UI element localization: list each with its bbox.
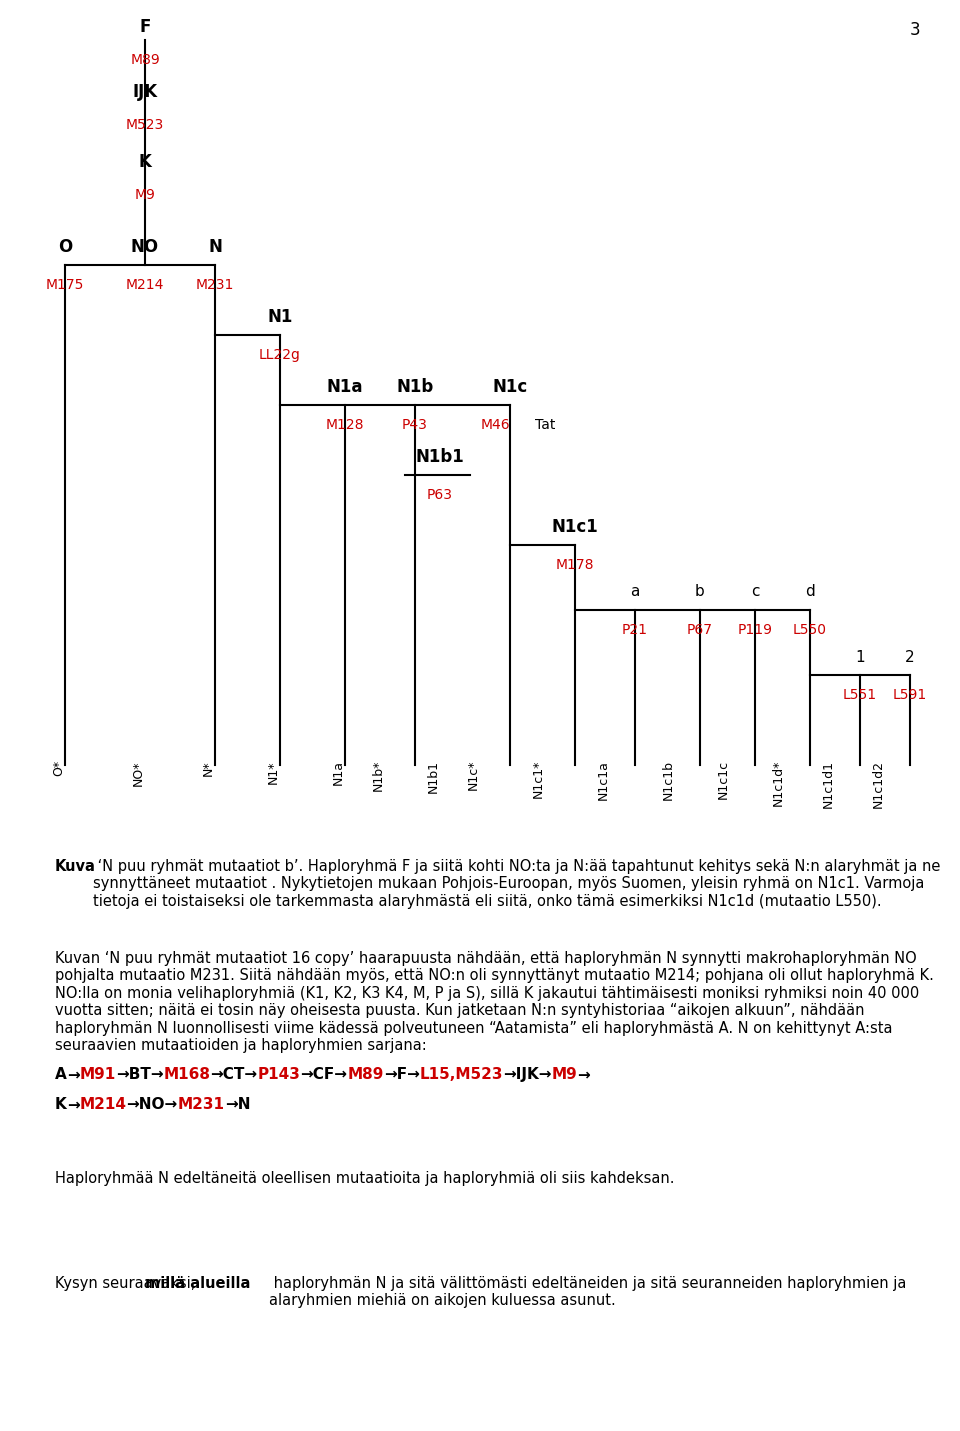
Text: N1*: N1* [267,760,280,784]
Text: a: a [631,584,639,600]
Text: →BT→: →BT→ [116,1068,163,1082]
Text: haploryhmän N ja sitä välittömästi edeltäneiden ja sitä seuranneiden haploryhmie: haploryhmän N ja sitä välittömästi edelt… [269,1276,906,1308]
Text: N1b1: N1b1 [416,448,465,467]
Text: N1b1: N1b1 [427,760,440,793]
Text: →CT→: →CT→ [210,1068,257,1082]
Text: N1b*: N1b* [372,760,385,791]
Text: Tat: Tat [535,418,555,432]
Text: M175: M175 [46,278,84,292]
Text: L551: L551 [843,688,877,703]
Text: Kuvan ‘N puu ryhmät mutaatiot 16 copy’ haarapuusta nähdään, että haploryhmän N s: Kuvan ‘N puu ryhmät mutaatiot 16 copy’ h… [55,952,934,1053]
Text: M9: M9 [134,187,156,202]
Text: M89: M89 [131,53,160,67]
Text: N*: N* [202,760,215,776]
Text: millä alueilla: millä alueilla [145,1276,251,1291]
Text: M46: M46 [480,418,510,432]
Text: M168: M168 [163,1068,210,1082]
Text: →CF→: →CF→ [300,1068,348,1082]
Text: Kysyn seuraavaksi,: Kysyn seuraavaksi, [55,1276,200,1291]
Text: N1c1d*: N1c1d* [772,760,785,807]
Text: O: O [58,238,72,256]
Text: M214: M214 [80,1098,127,1112]
Text: N1c: N1c [492,378,528,396]
Text: A: A [55,1068,67,1082]
Text: L550: L550 [793,622,827,637]
Text: L15,M523: L15,M523 [420,1068,503,1082]
Text: M91: M91 [80,1068,116,1082]
Text: N1a: N1a [332,760,345,786]
Text: M523: M523 [126,117,164,132]
Text: c: c [751,584,759,600]
Text: M178: M178 [556,558,594,572]
Text: N1c1b: N1c1b [662,760,675,800]
Text: P63: P63 [427,488,453,502]
Text: N1c1d2: N1c1d2 [872,760,885,809]
Text: Kuva: Kuva [55,859,96,874]
Text: LL22g: LL22g [259,348,300,362]
Text: ‘N puu ryhmät mutaatiot b’. Haploryhmä F ja siitä kohti NO:ta ja N:ää tapahtunut: ‘N puu ryhmät mutaatiot b’. Haploryhmä F… [93,859,941,909]
Text: P119: P119 [737,622,773,637]
Text: P43: P43 [402,418,428,432]
Text: 3: 3 [910,21,921,39]
Text: →: → [67,1068,80,1082]
Text: Haploryhmää N edeltäneitä oleellisen mutaatioita ja haploryhmiä oli siis kahdeks: Haploryhmää N edeltäneitä oleellisen mut… [55,1171,675,1186]
Text: IJK: IJK [132,83,157,102]
Text: L591: L591 [893,688,927,703]
Text: →: → [577,1068,590,1082]
Text: M9: M9 [552,1068,577,1082]
Text: NO: NO [131,238,159,256]
Text: NO*: NO* [132,760,145,786]
Text: M89: M89 [348,1068,384,1082]
Text: N1c1d1: N1c1d1 [822,760,835,809]
Text: d: d [805,584,815,600]
Text: →IJK→: →IJK→ [503,1068,552,1082]
Text: →NO→: →NO→ [127,1098,178,1112]
Text: N1c1*: N1c1* [532,760,545,798]
Text: K: K [55,1098,67,1112]
Text: N: N [208,238,222,256]
Text: M231: M231 [196,278,234,292]
Text: P67: P67 [687,622,713,637]
Text: P21: P21 [622,622,648,637]
Text: M231: M231 [178,1098,225,1112]
Text: N1a: N1a [326,378,363,396]
Text: P143: P143 [257,1068,300,1082]
Text: N1c1c: N1c1c [717,760,730,798]
Text: →F→: →F→ [384,1068,420,1082]
Text: →: → [67,1098,80,1112]
Text: M128: M128 [325,418,364,432]
Text: b: b [695,584,705,600]
Text: 1: 1 [855,650,865,664]
Text: N1c1a: N1c1a [597,760,610,800]
Text: O*: O* [52,760,65,776]
Text: N1: N1 [267,308,293,326]
Text: F: F [139,19,151,36]
Text: N1b: N1b [396,378,434,396]
Text: 2: 2 [905,650,915,664]
Text: N1c*: N1c* [467,760,480,790]
Text: K: K [138,153,152,170]
Text: →N: →N [225,1098,251,1112]
Text: N1c1: N1c1 [552,518,598,537]
Text: M214: M214 [126,278,164,292]
